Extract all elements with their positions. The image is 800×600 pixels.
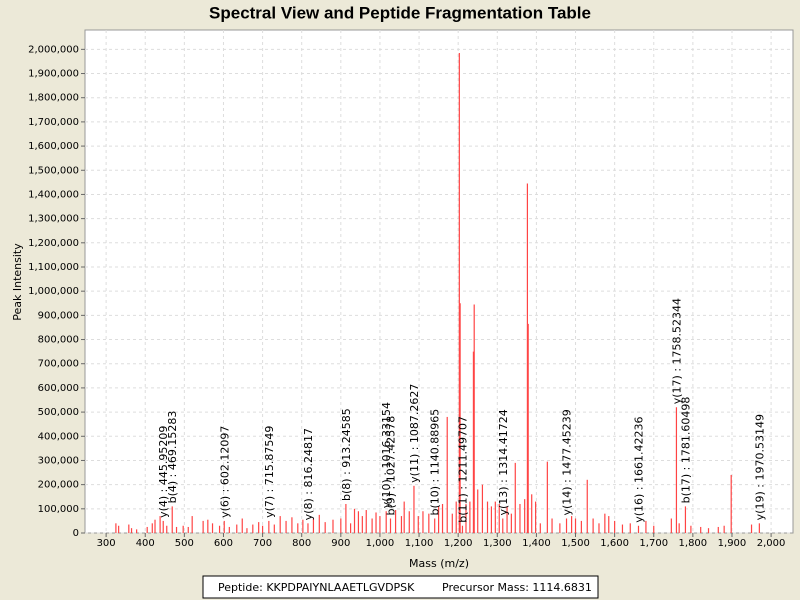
x-tick-label: 1,900	[718, 538, 747, 549]
x-tick-label: 600	[214, 538, 233, 549]
x-tick-label: 800	[292, 538, 311, 549]
footer-box	[202, 575, 599, 599]
chart-title: Spectral View and Peptide Fragmentation …	[209, 3, 591, 22]
y-tick-label: 800,000	[38, 335, 79, 346]
x-tick-label: 1,600	[600, 538, 629, 549]
y-tick-label: 300,000	[38, 455, 79, 466]
fragment-annotation: y(11) : 1087.2627	[408, 384, 421, 483]
y-tick-label: 1,100,000	[28, 262, 79, 273]
fragment-annotation: y(10) : 1016.33154	[380, 402, 393, 508]
fragment-annotation: y(6) : 602.12097	[218, 426, 231, 518]
x-axis-label: Mass (m/z)	[409, 557, 469, 570]
x-tick-label: 400	[136, 538, 155, 549]
fragment-annotation: y(19) : 1970.53149	[753, 414, 766, 520]
fragment-annotation: b(4) : 469.15283	[166, 411, 179, 504]
y-tick-label: 1,700,000	[28, 117, 79, 128]
y-axis-label: Peak Intensity	[11, 243, 24, 321]
x-tick-label: 500	[175, 538, 194, 549]
fragment-annotation: b(9) : 1027.42578	[384, 416, 397, 516]
x-tick-label: 900	[331, 538, 350, 549]
fragment-annotation: y(8) : 816.24817	[302, 428, 315, 520]
y-tick-label: 1,800,000	[28, 93, 79, 104]
fragment-annotation: y(4) : 445.95209	[157, 426, 170, 518]
y-tick-label: 1,500,000	[28, 165, 79, 176]
y-tick-label: 1,400,000	[28, 189, 79, 200]
fragment-annotation: b(11) : 1211.49707	[456, 416, 469, 523]
peptide: Peptide: KKPDPAIYNLAAETLGVDPSK	[218, 581, 415, 594]
y-tick-label: 2,000,000	[28, 44, 79, 55]
fragment-annotation: y(17) : 1758.52344	[670, 298, 683, 404]
y-tick-label: 1,300,000	[28, 214, 79, 225]
y-tick-label: 500,000	[38, 407, 79, 418]
x-tick-label: 700	[253, 538, 272, 549]
x-tick-label: 1,500	[561, 538, 590, 549]
y-tick-label: 0	[73, 528, 79, 539]
fragment-annotation: b(8) : 913.24585	[340, 408, 353, 501]
fragment-annotation: b(10) : 1140.88965	[429, 409, 442, 516]
x-tick-label: 1,000	[366, 538, 395, 549]
y-tick-label: 1,900,000	[28, 69, 79, 80]
fragment-annotation: y(13) : 1314.41724	[497, 409, 510, 515]
y-tick-label: 400,000	[38, 431, 79, 442]
fragment-annotation: y(16) : 1661.42236	[632, 416, 645, 522]
y-tick-label: 900,000	[38, 310, 79, 321]
x-tick-label: 1,400	[522, 538, 551, 549]
y-tick-label: 1,600,000	[28, 141, 79, 152]
fragment-annotation: b(17) : 1781.60498	[679, 397, 692, 504]
x-tick-label: 1,200	[444, 538, 473, 549]
y-tick-label: 700,000	[38, 359, 79, 370]
y-tick-label: 100,000	[38, 504, 79, 515]
y-tick-label: 600,000	[38, 383, 79, 394]
y-tick-label: 200,000	[38, 480, 79, 491]
x-tick-label: 2,000	[757, 538, 786, 549]
y-tick-label: 1,000,000	[28, 286, 79, 297]
x-tick-label: 1,100	[405, 538, 434, 549]
x-tick-label: 1,300	[483, 538, 512, 549]
fragment-annotation: y(14) : 1477.45239	[561, 409, 574, 515]
x-tick-label: 1,700	[639, 538, 668, 549]
fragment-annotation: y(7) : 715.87549	[263, 426, 276, 518]
x-tick-label: 300	[97, 538, 116, 549]
y-tick-label: 1,200,000	[28, 238, 79, 249]
precursor-mass: Precursor Mass: 1114.6831	[442, 581, 592, 594]
plot-area	[84, 29, 794, 534]
x-tick-label: 1,800	[679, 538, 708, 549]
